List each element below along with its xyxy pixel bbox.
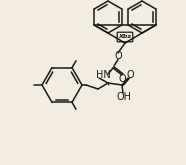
Text: HN: HN [96, 70, 110, 80]
FancyBboxPatch shape [117, 32, 133, 42]
Text: Xbs: Xbs [118, 34, 132, 39]
Text: O: O [114, 51, 122, 61]
Text: OH: OH [116, 92, 132, 102]
Text: O: O [119, 74, 126, 84]
Text: O: O [126, 70, 134, 80]
